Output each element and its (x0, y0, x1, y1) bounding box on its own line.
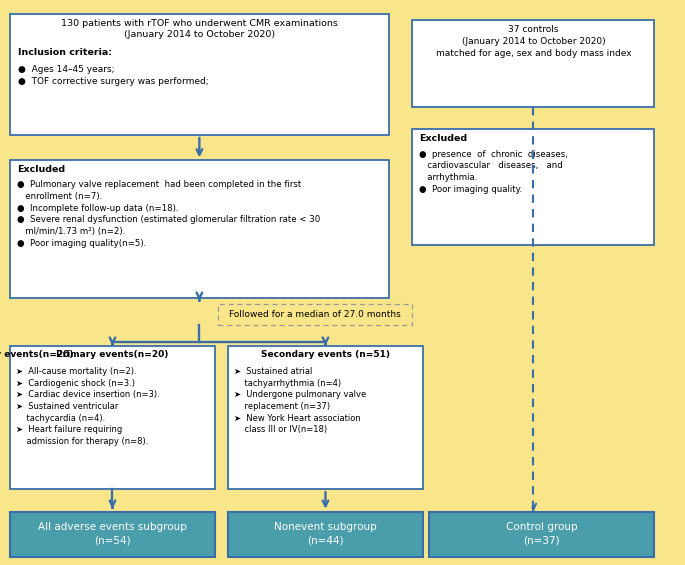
Text: Control group
(n=37): Control group (n=37) (506, 523, 577, 546)
FancyBboxPatch shape (228, 346, 423, 489)
Text: 130 patients with rTOF who underwent CMR examinations
(January 2014 to October 2: 130 patients with rTOF who underwent CMR… (61, 19, 338, 39)
FancyBboxPatch shape (218, 303, 412, 325)
FancyBboxPatch shape (10, 160, 388, 298)
Text: Primary events(n=20): Primary events(n=20) (56, 350, 169, 359)
FancyBboxPatch shape (10, 14, 388, 135)
Text: Followed for a median of 27.0 months: Followed for a median of 27.0 months (229, 310, 401, 319)
FancyBboxPatch shape (10, 511, 214, 557)
Text: 37 controls
(January 2014 to October 2020)
matched for age, sex and body mass in: 37 controls (January 2014 to October 202… (436, 25, 631, 58)
FancyBboxPatch shape (412, 20, 654, 107)
Text: Inclusion criteria:: Inclusion criteria: (18, 48, 112, 57)
Text: ●  Pulmonary valve replacement  had been completed in the first
   enrollment (n: ● Pulmonary valve replacement had been c… (17, 180, 321, 248)
FancyBboxPatch shape (10, 346, 214, 489)
Text: Excluded: Excluded (419, 134, 467, 143)
FancyBboxPatch shape (228, 511, 423, 557)
Text: Excluded: Excluded (17, 165, 65, 173)
Text: ●  presence  of  chronic  diseases,
   cardiovascular   diseases,   and
   arrhy: ● presence of chronic diseases, cardiova… (419, 150, 568, 194)
FancyBboxPatch shape (412, 129, 654, 245)
Text: Primary events(n=20): Primary events(n=20) (0, 350, 73, 359)
Text: ➤  Sustained atrial
    tachyarrhythmia (n=4)
➤  Undergone pulmonary valve
    r: ➤ Sustained atrial tachyarrhythmia (n=4)… (234, 367, 366, 434)
Text: Secondary events (n=51): Secondary events (n=51) (261, 350, 390, 359)
Text: ●  Ages 14–45 years;
●  TOF corrective surgery was performed;: ● Ages 14–45 years; ● TOF corrective sur… (18, 64, 209, 86)
FancyBboxPatch shape (429, 511, 654, 557)
Text: Nonevent subgroup
(n=44): Nonevent subgroup (n=44) (274, 523, 377, 546)
Text: ➤  All-cause mortality (n=2).
➤  Cardiogenic shock (n=3.)
➤  Cardiac device inse: ➤ All-cause mortality (n=2). ➤ Cardiogen… (16, 367, 160, 446)
Text: All adverse events subgroup
(n=54): All adverse events subgroup (n=54) (38, 523, 187, 546)
